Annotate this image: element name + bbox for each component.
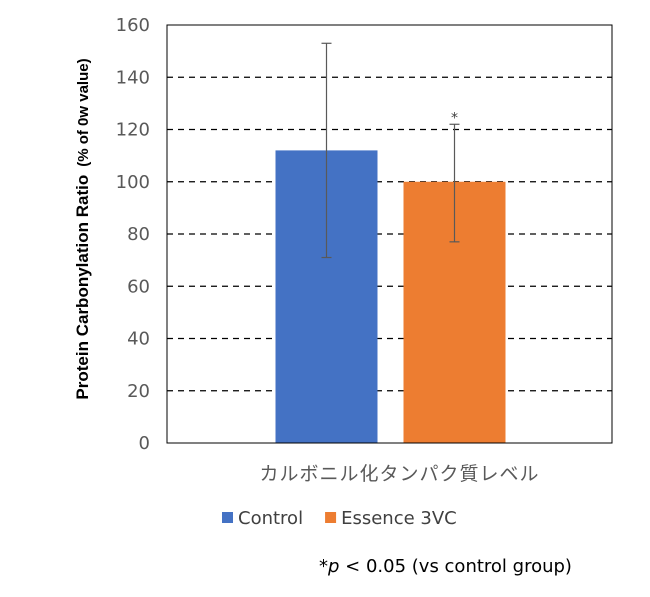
y-tick-label-20: 20: [127, 381, 150, 402]
gridlines: [167, 76, 612, 392]
error-bars: [321, 42, 460, 259]
y-axis-title-unit: (% of 0w value): [75, 58, 92, 166]
annotations: *: [451, 110, 458, 126]
y-tick-label-140: 140: [116, 67, 150, 88]
y-tick-label-40: 40: [127, 329, 150, 350]
footnote-p: p: [328, 556, 340, 577]
footnote-text: < 0.05 (vs control group): [339, 556, 572, 577]
legend-label-control: Control: [238, 508, 303, 529]
x-axis-category-label: カルボニル化タンパク質レベル: [259, 463, 539, 485]
y-tick-label-160: 160: [116, 15, 150, 36]
y-tick-label-80: 80: [127, 224, 150, 245]
legend-label-essence-3vc: Essence 3VC: [341, 508, 457, 529]
footnote-asterisk: *: [319, 556, 328, 577]
y-tick-label-0: 0: [139, 433, 150, 454]
y-axis-title-main: Protein Carbonylation Ratio: [73, 175, 92, 400]
significance-footnote: *p < 0.05 (vs control group): [319, 556, 572, 577]
y-tick-label-60: 60: [127, 276, 150, 297]
y-axis-ticks: 0 20 40 60 80 100 120 140 160: [116, 15, 150, 454]
legend-swatch-essence-3vc: [325, 512, 337, 523]
bars: [275, 150, 506, 443]
plot-area-frame: [166, 24, 613, 444]
y-axis-title: Protein Carbonylation Ratio (% of 0w valu…: [73, 58, 92, 399]
y-tick-label-100: 100: [116, 172, 150, 193]
legend: Control Essence 3VC: [222, 508, 457, 529]
legend-swatch-control: [222, 512, 233, 523]
significance-marker-essence-3vc: *: [451, 110, 458, 126]
y-tick-label-120: 120: [116, 120, 150, 141]
